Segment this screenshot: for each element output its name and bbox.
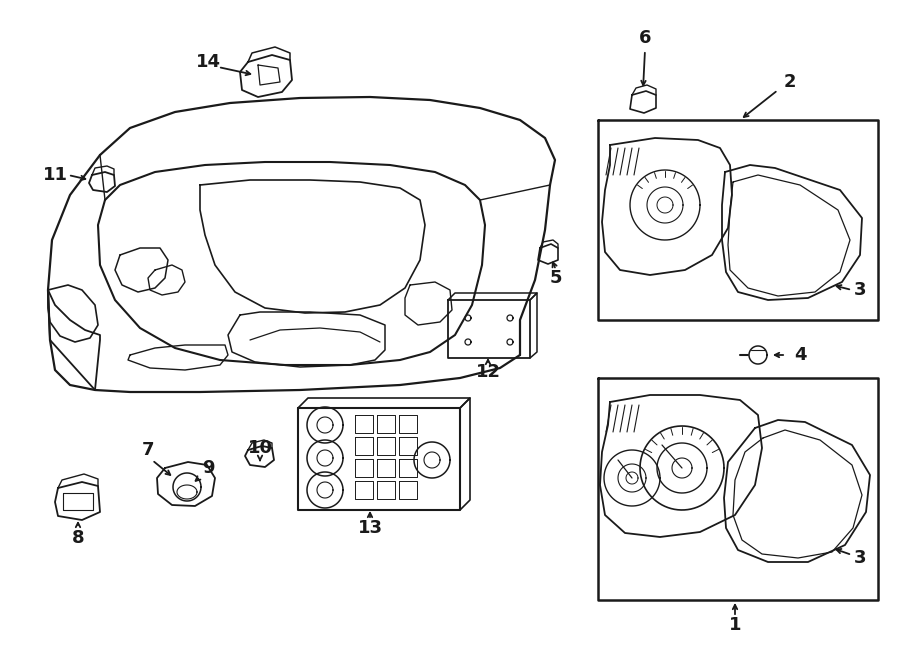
Text: 9: 9 <box>202 459 214 477</box>
Text: 2: 2 <box>784 73 796 91</box>
Text: 10: 10 <box>248 439 273 457</box>
Text: 13: 13 <box>357 519 382 537</box>
Text: 3: 3 <box>854 549 866 567</box>
Text: 4: 4 <box>794 346 806 364</box>
Text: 6: 6 <box>639 29 652 47</box>
Text: 5: 5 <box>550 269 562 287</box>
Text: 1: 1 <box>729 616 742 634</box>
Text: 3: 3 <box>854 281 866 299</box>
Text: 7: 7 <box>142 441 154 459</box>
Text: 12: 12 <box>475 363 500 381</box>
Text: 11: 11 <box>42 166 68 184</box>
Text: 14: 14 <box>195 53 220 71</box>
Text: 8: 8 <box>72 529 85 547</box>
